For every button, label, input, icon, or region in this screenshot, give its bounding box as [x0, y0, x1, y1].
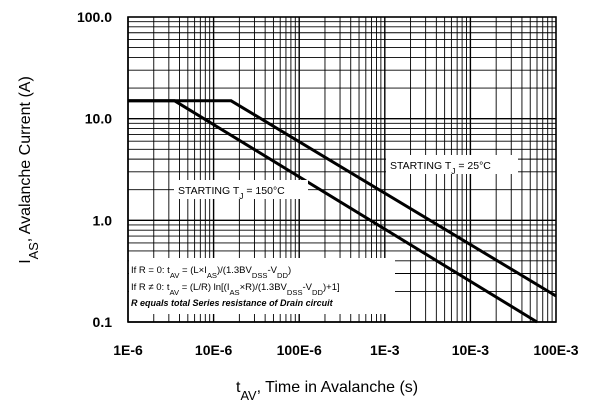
series-label-box-150c: [174, 180, 308, 199]
y-tick-label: 10.0: [85, 111, 112, 127]
y-tick-label: 100.0: [77, 9, 112, 25]
annotation-formula-r0: If R = 0: tAV = (L×IAS)/(1.3BVDSS-VDD): [131, 265, 291, 280]
annotation-box: [129, 258, 395, 314]
labels: 1E-6 10E-6 100E-6 1E-3 10E-3 100E-3 0.1 1.0 10.0…: [17, 9, 579, 401]
series-label-25c: STARTING TJ = 25°C: [390, 160, 491, 176]
x-tick-label: 100E-3: [533, 342, 578, 358]
annotation-formula-rnot0: If R ≠ 0: tAV = (L/R) ln[(IAS×R)/(1.3BVD…: [131, 282, 340, 297]
plot-frame: [127, 16, 557, 323]
x-tick-label: 100E-6: [277, 342, 322, 358]
y-axis-title: IAS, Avalanche Current (A): [17, 76, 41, 264]
x-tick-label: 1E-6: [113, 342, 143, 358]
x-tick-label: 10E-6: [195, 342, 233, 358]
x-tick-label: 1E-3: [370, 342, 400, 358]
y-tick-label: 0.1: [93, 314, 113, 330]
series-line-150c: [128, 99, 538, 324]
annotation-r-definition: R equals total Series resistance of Drai…: [131, 298, 334, 308]
series-lines: [128, 99, 557, 324]
x-tick-label: 10E-3: [452, 342, 490, 358]
series-label-150c: STARTING TJ = 150°C: [178, 185, 285, 201]
y-tick-label: 1.0: [93, 212, 113, 228]
series-label-box-25c: [386, 155, 518, 174]
x-axis-title: tAV, Time in Avalanche (s): [236, 379, 418, 401]
